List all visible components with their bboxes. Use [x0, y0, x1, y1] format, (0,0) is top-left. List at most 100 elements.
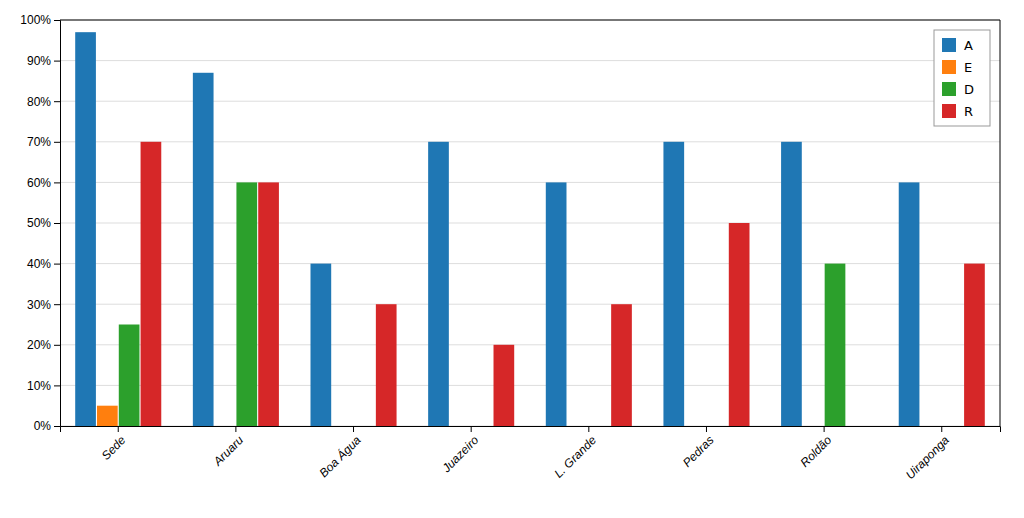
- tick-label: Pedras: [680, 433, 717, 470]
- bar: [472, 426, 493, 427]
- bar: [75, 32, 96, 426]
- grid-line: [60, 20, 1000, 21]
- tick: Boa Água: [316, 426, 364, 480]
- grid-line: [60, 60, 1000, 61]
- tick-mark: [118, 426, 119, 432]
- bar-group: [428, 142, 514, 426]
- tick-label: Uiraponga: [903, 433, 952, 482]
- legend-item: D: [942, 82, 974, 97]
- tick-label: 30%: [27, 298, 51, 312]
- tick-mark: [54, 264, 60, 265]
- bar: [729, 223, 750, 426]
- tick-label: Boa Água: [316, 432, 364, 480]
- bar: [236, 182, 257, 426]
- bar: [568, 426, 589, 427]
- bar-group: [193, 73, 279, 426]
- bar: [546, 182, 567, 426]
- legend-item: E: [942, 60, 972, 75]
- bar: [376, 304, 397, 426]
- bar: [707, 426, 728, 427]
- tick-mark: [588, 426, 589, 432]
- frame: [60, 20, 1000, 21]
- legend-item: R: [942, 104, 973, 119]
- tick-mark: [706, 426, 707, 432]
- tick: 60%: [27, 176, 60, 190]
- legend-label: E: [964, 60, 972, 75]
- tick-label: Roldão: [798, 433, 835, 470]
- tick-mark: [54, 20, 60, 21]
- frame: [1000, 20, 1001, 426]
- legend-label: A: [964, 38, 973, 53]
- tick-mark: [54, 345, 60, 346]
- tick-mark: [54, 182, 60, 183]
- tick-label: 20%: [27, 338, 51, 352]
- bar: [215, 426, 236, 427]
- tick: 90%: [27, 54, 60, 68]
- bar: [942, 426, 963, 427]
- legend-box: [934, 30, 990, 126]
- plot: 0% 10% 20% 30% 40% 50% 60% 70% 80% 90% 100% Sede Aru…: [20, 13, 1000, 482]
- tick: 70%: [27, 135, 60, 149]
- tick-label: 50%: [27, 216, 51, 230]
- tick-mark: [54, 223, 60, 224]
- tick-label: 80%: [27, 95, 51, 109]
- tick: 40%: [27, 257, 60, 271]
- bar-group: [899, 182, 985, 426]
- grid: [60, 20, 1000, 426]
- legend-swatch: [942, 104, 956, 118]
- bar: [899, 182, 920, 426]
- bar: [589, 426, 610, 427]
- tick-mark: [54, 426, 60, 427]
- tick-mark: [471, 426, 472, 432]
- bar: [450, 426, 471, 427]
- chart: 0% 10% 20% 30% 40% 50% 60% 70% 80% 90% 100% Sede Aru…: [0, 0, 1024, 518]
- tick-mark: [824, 426, 825, 432]
- tick-label: 70%: [27, 135, 51, 149]
- tick: Sede: [99, 426, 129, 463]
- tick-label: Juazeiro: [439, 433, 482, 476]
- bar: [258, 182, 279, 426]
- tick-mark: [235, 426, 236, 432]
- legend-swatch: [942, 38, 956, 52]
- bar: [193, 73, 214, 426]
- legend-label: D: [964, 82, 974, 97]
- tick: 50%: [27, 216, 60, 230]
- bar: [119, 325, 140, 427]
- bar: [97, 406, 118, 426]
- bar-group: [311, 264, 397, 426]
- bar: [846, 426, 867, 427]
- bar-group: [75, 32, 161, 426]
- tick: 100%: [20, 13, 60, 27]
- bar: [964, 264, 985, 426]
- axis-line: [54, 21, 61, 427]
- tick-label: 90%: [27, 54, 51, 68]
- tick: 10%: [27, 379, 60, 393]
- bar: [311, 264, 332, 426]
- legend-swatch: [942, 60, 956, 74]
- bar: [663, 142, 684, 426]
- bar-group: [546, 182, 632, 426]
- bar: [354, 426, 375, 427]
- bar-group: [663, 142, 749, 426]
- tick-mark: [941, 426, 942, 432]
- tick-mark: [54, 304, 60, 305]
- tick-label: 100%: [20, 13, 51, 27]
- tick-mark: [54, 61, 60, 62]
- tick: Uiraponga: [903, 426, 952, 482]
- tick-mark: [54, 101, 60, 102]
- bars: [75, 32, 985, 426]
- bar: [921, 426, 942, 427]
- tick: Pedras: [680, 426, 717, 470]
- tick: L. Grande: [551, 426, 599, 481]
- tick-label: L. Grande: [551, 433, 599, 481]
- tick-label: 60%: [27, 176, 51, 190]
- bar: [685, 426, 706, 427]
- tick-label: Sede: [99, 433, 129, 463]
- tick: Aruaru: [210, 426, 246, 469]
- tick: 80%: [27, 95, 60, 109]
- tick-label: 0%: [34, 419, 52, 433]
- bar: [825, 264, 846, 426]
- tick-mark: [353, 426, 354, 432]
- tick-label: Aruaru: [210, 433, 246, 469]
- x-axis: Sede Aruaru Boa Água Juazeiro L. Grande Pedra…: [61, 426, 1001, 482]
